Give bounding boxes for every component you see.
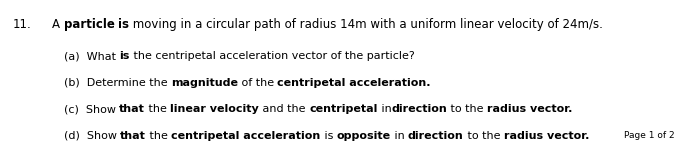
Text: Page 1 of 2: Page 1 of 2: [624, 131, 675, 140]
Text: radius vector.: radius vector.: [487, 104, 572, 114]
Text: the: the: [146, 131, 172, 141]
Text: particle: particle: [64, 18, 114, 31]
Text: is: is: [118, 18, 129, 31]
Text: the: the: [145, 104, 170, 114]
Text: the centripetal acceleration vector of the particle?: the centripetal acceleration vector of t…: [129, 51, 415, 61]
Text: radius vector.: radius vector.: [504, 131, 589, 141]
Text: centripetal acceleration: centripetal acceleration: [172, 131, 320, 141]
Text: (c)  Show: (c) Show: [64, 104, 119, 114]
Text: in: in: [391, 131, 408, 141]
Text: opposite: opposite: [336, 131, 391, 141]
Text: that: that: [119, 104, 145, 114]
Text: (b)  Determine the: (b) Determine the: [64, 78, 171, 88]
Text: direction: direction: [408, 131, 464, 141]
Text: and the: and the: [260, 104, 309, 114]
Text: of the: of the: [238, 78, 277, 88]
Text: moving in a circular path of radius 14m with a uniform linear velocity of 24m/s.: moving in a circular path of radius 14m …: [129, 18, 603, 31]
Text: A: A: [52, 18, 64, 31]
Text: to the: to the: [464, 131, 504, 141]
Text: in: in: [378, 104, 391, 114]
Text: linear velocity: linear velocity: [170, 104, 260, 114]
Text: magnitude: magnitude: [171, 78, 238, 88]
Text: centripetal: centripetal: [309, 104, 378, 114]
Text: (a)  What: (a) What: [64, 51, 119, 61]
Text: direction: direction: [391, 104, 447, 114]
Text: is: is: [320, 131, 336, 141]
Text: (d)  Show: (d) Show: [64, 131, 120, 141]
Text: that: that: [120, 131, 146, 141]
Text: 11.: 11.: [12, 18, 31, 31]
Text: to the: to the: [447, 104, 487, 114]
Text: centripetal acceleration.: centripetal acceleration.: [277, 78, 431, 88]
Text: is: is: [119, 51, 129, 61]
